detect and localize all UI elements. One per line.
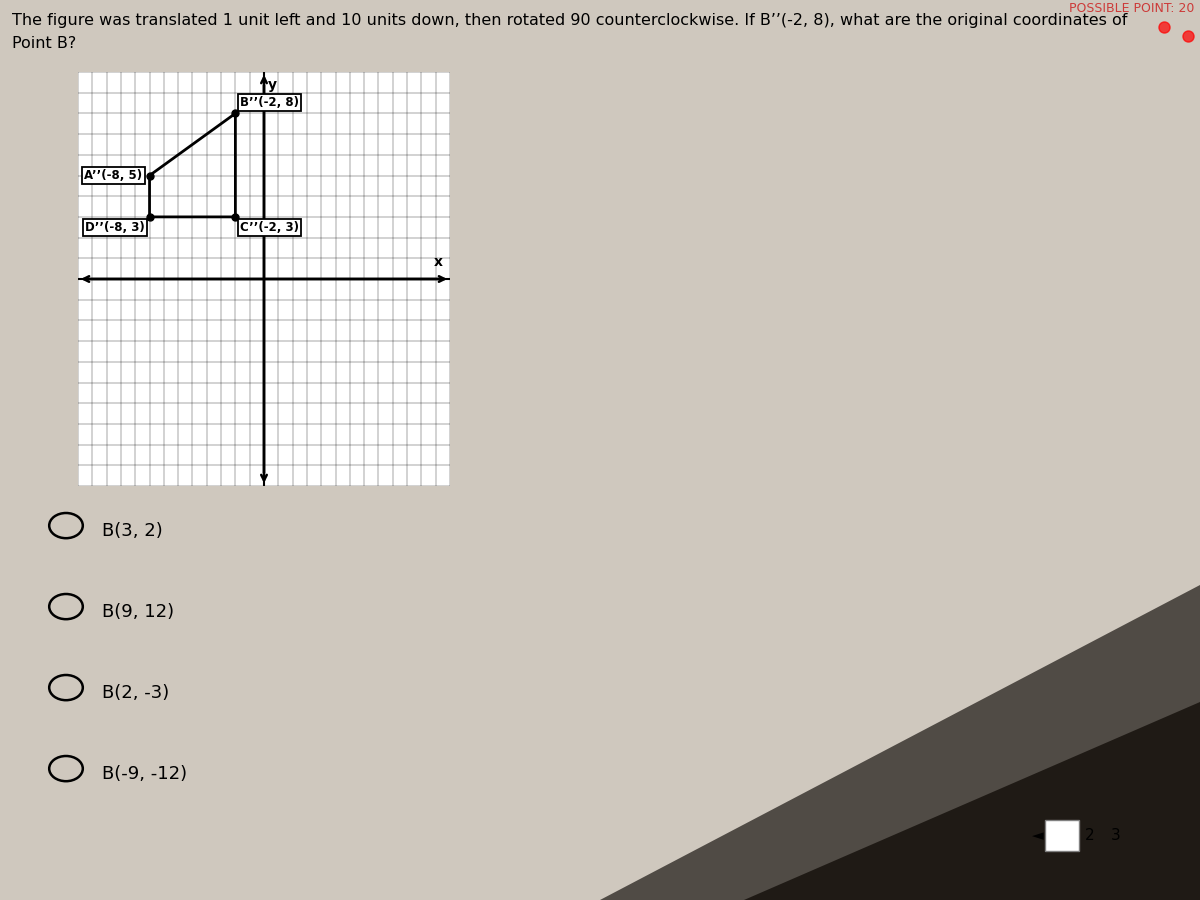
Text: y: y — [269, 78, 277, 92]
Polygon shape — [744, 702, 1200, 900]
Text: 1: 1 — [1057, 828, 1067, 842]
Text: B(-9, -12): B(-9, -12) — [102, 765, 187, 783]
Text: B(9, 12): B(9, 12) — [102, 603, 174, 621]
Text: 3: 3 — [1111, 828, 1121, 842]
Text: C’’(-2, 3): C’’(-2, 3) — [240, 221, 299, 234]
Text: POSSIBLE POINT: 20: POSSIBLE POINT: 20 — [1069, 2, 1194, 14]
Text: 2: 2 — [1085, 828, 1094, 842]
Text: B’’(-2, 8): B’’(-2, 8) — [240, 96, 299, 109]
Text: The figure was translated 1 unit left and 10 units down, then rotated 90 counter: The figure was translated 1 unit left an… — [12, 14, 1127, 29]
Text: D’’(-8, 3): D’’(-8, 3) — [85, 221, 145, 234]
Text: A’’(-8, 5): A’’(-8, 5) — [84, 169, 143, 182]
Text: B(2, -3): B(2, -3) — [102, 684, 169, 702]
Text: B(3, 2): B(3, 2) — [102, 522, 163, 540]
Text: x: x — [434, 255, 443, 268]
Polygon shape — [600, 585, 1200, 900]
Text: ◄: ◄ — [1032, 828, 1044, 842]
Text: Point B?: Point B? — [12, 36, 77, 51]
